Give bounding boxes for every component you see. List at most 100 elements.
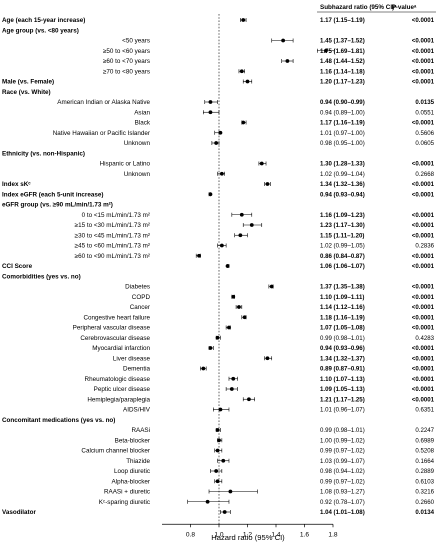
ci-value: 0.94 (0.89–1.00) [320,109,365,116]
ci-value: 1.10 (1.09–1.11) [320,294,364,301]
forest-row: <50 years 1.45 (1.37–1.52) <0.0001 [122,38,434,45]
p-value: 0.2836 [415,243,434,250]
forest-row: Loop diuretic 0.98 (0.94–1.02) 0.2889 [114,468,435,475]
ci-value: 1.15 (1.11–1.20) [320,232,364,239]
p-value: 0.2247 [415,427,434,434]
row-label: RAASi [131,427,150,434]
row-label: Asian [134,109,150,116]
estimate-point [259,161,264,166]
ci-value: 0.98 (0.94–1.02) [320,468,365,475]
forest-row: Myocardial infarction 0.94 (0.93–0.96) <0.… [92,345,434,352]
estimate-point [239,69,244,74]
forest-row: ≥60 to <90 mL/min/1.73 m² 0.86 (0.84–0.87… [75,253,435,260]
forest-row: Unknown 1.02 (0.99–1.04) 0.2668 [124,171,435,178]
estimate-point [231,376,236,381]
row-label: Vasodilator [2,509,36,516]
estimate-point [219,243,224,248]
estimate-point [217,438,221,443]
ci-value: 1.07 (1.05–1.08) [320,325,365,332]
forest-row: AIDS/HIV 1.01 (0.96–1.07) 0.6351 [123,407,435,414]
forest-row: Peripheral vascular disease 1.07 (1.05–1.… [73,325,435,332]
forest-row: Rheumatologic disease 1.10 (1.07–1.13) <0.… [85,376,435,383]
p-value: <0.0001 [412,79,435,86]
p-value: 0.1664 [415,458,434,465]
p-value: <0.0001 [412,68,435,75]
row-label: Liver disease [113,355,151,362]
forest-row: Race (vs. White) [2,89,51,96]
p-value: 0.5208 [415,448,434,455]
x-axis: 0.8 1.0 1.2 1.4 1.6 1.8 [162,523,338,538]
p-value: <0.0001 [412,181,435,188]
row-label: Alpha-blocker [111,478,150,485]
forest-row: Index sKᶜ 1.34 (1.32–1.36) <0.0001 [2,181,435,188]
ci-value: 0.94 (0.93–0.94) [320,191,365,198]
ci-value: 1.08 (0.93–1.27) [320,489,365,496]
estimate-point [247,397,251,402]
row-label: Black [135,120,151,127]
forest-row: Hemiplegia/paraplegia 1.21 (1.17–1.25) <0.… [87,396,434,403]
row-label: ≥30 to <45 mL/min/1.73 m² [75,232,150,239]
row-label: COPD [132,294,151,301]
ci-value: 0.94 (0.93–0.96) [320,345,365,352]
x-axis-label: Hazard ratio (95% CI) [211,533,285,542]
estimate-point [249,223,254,227]
ci-value: 1.75 (1.69–1.81) [320,48,365,55]
forest-row: ≥15 to <30 mL/min/1.73 m² 1.23 (1.17–1.30… [75,222,435,229]
p-value: <0.0001 [412,232,435,239]
estimate-point [208,100,213,104]
p-value: <0.0001 [412,396,435,403]
p-value: <0.0001 [412,38,435,45]
forest-row: Concomitant medications (yes vs. no) [2,417,115,424]
forest-row: Vasodilator 1.04 (1.01–1.08) 0.0134 [2,509,435,516]
estimate-point [214,141,219,145]
p-value: <0.0001 [412,376,435,383]
forest-row: Male (vs. Female) 1.20 (1.17–1.23) <0.0001 [2,79,435,86]
row-label: Ethnicity (vs. non-Hispanic) [2,150,85,157]
row-label: Comorbidities (yes vs. no) [2,273,81,280]
estimate-point [265,182,270,186]
row-label: Hispanic or Latino [100,161,151,168]
row-label: Age group (vs. <80 years) [2,27,79,34]
ci-value: 0.86 (0.84–0.87) [320,253,365,260]
row-label: Dementia [123,366,150,373]
p-value: <0.0001 [412,284,435,291]
estimate-point [242,315,247,320]
forest-row: Dementia 0.89 (0.87–0.91) <0.0001 [123,366,435,373]
p-value: <0.0001 [412,386,435,393]
forest-row: Black 1.17 (1.16–1.19) <0.0001 [135,120,435,127]
forest-row: Peptic ulcer disease 1.09 (1.05–1.13) <0.0… [94,386,435,393]
ci-value: 1.02 (0.99–1.05) [320,243,365,250]
row-label: Concomitant medications (yes vs. no) [2,417,115,424]
x-tick-label: 1.0 [214,531,223,538]
estimate-point [214,469,219,473]
p-value: <0.0001 [412,17,435,24]
forest-row: Index eGFR (each 5-unit increase) 0.94 (0… [2,191,435,198]
forest-row: Age (each 15-year increase) 1.17 (1.15–1.… [2,17,435,24]
forest-row: Congestive heart failure 1.18 (1.16–1.19)… [83,314,434,321]
p-value: <0.0001 [412,355,435,362]
forest-row: eGFR group (vs. ≥90 mL/min/1.73 m²) [2,202,113,209]
forest-row: Beta-blocker 1.00 (0.99–1.02) 0.6989 [115,437,435,444]
ci-value: 1.06 (1.06–1.07) [320,263,365,270]
forest-row: Cerebrovascular disease 0.99 (0.98–1.01) 0… [80,335,434,342]
estimate-point [281,38,286,43]
p-value: <0.0001 [412,222,435,229]
ci-value: 0.99 (0.97–1.02) [320,448,365,455]
p-value: 0.4283 [415,335,434,342]
ci-value: 1.21 (1.17–1.25) [320,396,365,403]
row-label: Race (vs. White) [2,89,51,96]
forest-row: COPD 1.10 (1.09–1.11) <0.0001 [132,294,435,301]
row-label: ≥50 to <60 years [103,48,150,55]
column-header-ci: Subhazard ratio (95% CI)ᵃ [320,4,397,11]
p-value: <0.0001 [412,263,435,270]
row-label: <50 years [122,38,150,45]
forest-row: CCI Score 1.06 (1.06–1.07) <0.0001 [2,263,435,270]
x-tick-label: 1.6 [300,531,309,538]
estimate-point [231,294,236,299]
estimate-point [208,192,213,197]
p-value: <0.0001 [412,345,435,352]
row-label: Cancer [130,304,150,311]
ci-value: 1.16 (1.09–1.23) [320,212,365,219]
forest-row: ≥45 to <60 mL/min/1.73 m² 1.02 (0.99–1.05… [75,243,435,250]
row-label: American Indian or Alaska Native [57,99,150,106]
